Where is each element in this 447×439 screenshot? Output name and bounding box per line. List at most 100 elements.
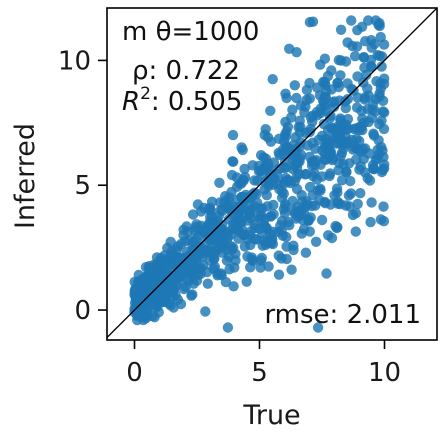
scatter-point [286,112,297,123]
scatter-point [323,230,334,241]
scatter-points [129,15,390,333]
scatter-point [235,217,246,228]
scatter-point [336,175,348,186]
scatter-point [365,216,376,228]
scatter-point [191,240,202,252]
scatter-point [187,209,199,220]
scatter-point [264,168,276,179]
scatter-point [245,262,256,273]
scatter-point [317,95,329,106]
scatter-point [307,171,319,182]
scatter-point [352,198,363,210]
scatter-point [202,278,213,289]
scatter-point [273,133,285,144]
scatter-point [265,136,277,147]
scatter-point [355,188,366,199]
scatter-point [287,104,298,115]
annotation-rmse: rmse: 2.011 [264,300,421,330]
scatter-point [255,262,266,273]
scatter-point [246,252,257,263]
scatter-point [156,258,167,269]
scatter-point [228,281,239,292]
scatter-point [291,92,302,104]
scatter-point [304,17,316,28]
scatter-point [134,276,146,287]
scatter-point [300,247,312,258]
scatter-point [221,244,232,255]
scatter-point [367,104,378,115]
annotation-rho: ρ: 0.722 [132,56,240,86]
scatter-point [305,112,317,123]
scatter-point [200,236,211,247]
scatter-point [204,202,216,213]
scatter-point [200,306,211,317]
scatter-point [317,171,328,182]
scatter-point [222,322,234,333]
scatter-point [378,201,389,212]
scatter-point [304,93,315,104]
scatter-point [322,134,333,145]
scatter-point [145,270,157,281]
scatter-point [310,236,322,247]
scatter-point [173,252,185,263]
scatter-point [254,223,265,234]
scatter-point [195,220,207,231]
scatter-point [366,42,377,53]
scatter-point [292,158,303,169]
scatter-point [281,92,292,104]
scatter-point [362,83,373,94]
scatter-point [277,230,288,241]
scatter-point [337,119,348,130]
scatter-point [336,147,348,159]
scatter-point [344,201,355,212]
scatter-point [319,154,330,165]
scatter-point [224,192,235,203]
scatter-point [281,241,292,252]
annotation-title: m θ=1000 [122,17,259,47]
scatter-point [265,105,276,117]
scatter-point [243,206,254,217]
scatter-point [341,166,352,178]
scatter-point [378,39,390,50]
scatter-point [378,216,390,227]
scatter-point [191,255,202,266]
scatter-point [280,201,291,212]
x-tick-label: 10 [368,358,401,388]
y-tick-label: 0 [74,296,91,326]
annotation-r2: R2: 0.505 [122,84,242,117]
scatter-point [267,74,278,85]
scatter-point [284,43,295,54]
scatter-point [282,142,294,154]
scatter-point [320,198,331,209]
scatter-point [334,198,346,210]
scatter-point [186,290,197,301]
scatter-point [329,190,340,201]
scatter-point [182,274,193,285]
scatter-point [320,105,331,116]
scatter-point [366,112,378,124]
scatter-point [283,176,295,187]
y-tick-label: 5 [74,171,91,201]
scatter-point [368,128,379,139]
scatter-point [378,123,390,135]
scatter-point [237,144,248,156]
scatter-point [304,181,316,193]
scatter-point [255,213,266,225]
scatter-point [259,184,270,195]
scatter-point [354,135,365,147]
y-tick-label: 10 [58,46,91,76]
scatter-point [149,312,160,323]
scatter-point [144,281,155,292]
scatter-point [228,156,239,167]
x-tick-label: 5 [251,358,268,388]
scatter-point [376,61,387,72]
scatter-point [335,24,347,35]
x-tick-label: 0 [126,358,143,388]
scatter-point [328,101,340,113]
scatter-point [322,124,334,136]
scatter-point [283,216,294,228]
x-axis-label: True [242,400,300,431]
scatter-point [214,177,225,188]
scatter-point [220,276,232,288]
scatter-point [376,51,388,62]
